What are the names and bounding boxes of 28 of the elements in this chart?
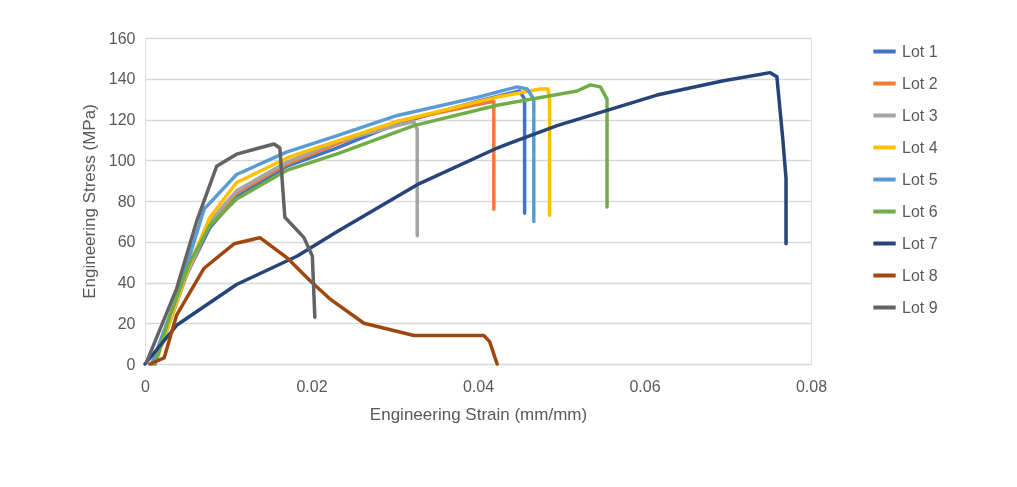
y-tick-label: 60 bbox=[117, 233, 136, 251]
legend-label: Lot 9 bbox=[902, 298, 938, 316]
line-series bbox=[148, 235, 499, 366]
legend-label: Lot 3 bbox=[902, 106, 938, 124]
x-tick-label: 0 bbox=[141, 377, 151, 395]
legend-label: Lot 8 bbox=[902, 266, 938, 284]
y-tick-label: 160 bbox=[108, 29, 136, 47]
y-tick-label: 20 bbox=[117, 314, 136, 332]
y-tick-label: 120 bbox=[108, 111, 136, 128]
y-tick-label: 140 bbox=[108, 70, 136, 88]
x-tick-label: 0.08 bbox=[795, 377, 828, 395]
line-series bbox=[144, 142, 317, 364]
x-axis-title: Engineering Strain (mm/mm) bbox=[369, 404, 588, 424]
legend-label: Lot 5 bbox=[902, 170, 938, 188]
y-tick-label: 80 bbox=[117, 192, 136, 210]
legend-label: Lot 1 bbox=[902, 42, 938, 60]
y-tick-label: 40 bbox=[117, 274, 136, 291]
x-tick-label: 0.04 bbox=[462, 377, 495, 395]
line-series bbox=[143, 70, 788, 366]
y-tick-label: 0 bbox=[126, 355, 136, 373]
legend-label: Lot 4 bbox=[902, 138, 938, 156]
x-tick-label: 0.02 bbox=[296, 377, 328, 395]
legend-label: Lot 7 bbox=[902, 234, 938, 252]
x-tick-label: 0.06 bbox=[629, 377, 661, 395]
legend-label: Lot 6 bbox=[902, 202, 938, 220]
legend-label: Lot 2 bbox=[902, 74, 938, 92]
y-axis-title: Engineering Stress (MPa) bbox=[79, 104, 99, 299]
y-tick-label: 100 bbox=[108, 151, 136, 169]
